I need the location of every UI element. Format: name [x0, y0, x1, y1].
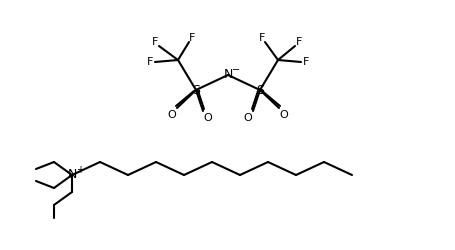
Text: N: N: [223, 68, 232, 82]
Text: S: S: [192, 84, 200, 96]
Text: +: +: [76, 165, 84, 175]
Text: O: O: [243, 113, 252, 123]
Text: F: F: [258, 33, 265, 43]
Text: N: N: [67, 168, 76, 181]
Text: O: O: [203, 113, 212, 123]
Text: O: O: [167, 110, 176, 120]
Text: F: F: [302, 57, 308, 67]
Text: F: F: [152, 37, 158, 47]
Text: F: F: [147, 57, 153, 67]
Text: F: F: [188, 33, 195, 43]
Text: S: S: [255, 84, 263, 96]
Text: −: −: [232, 65, 239, 75]
Text: F: F: [295, 37, 302, 47]
Text: O: O: [279, 110, 288, 120]
